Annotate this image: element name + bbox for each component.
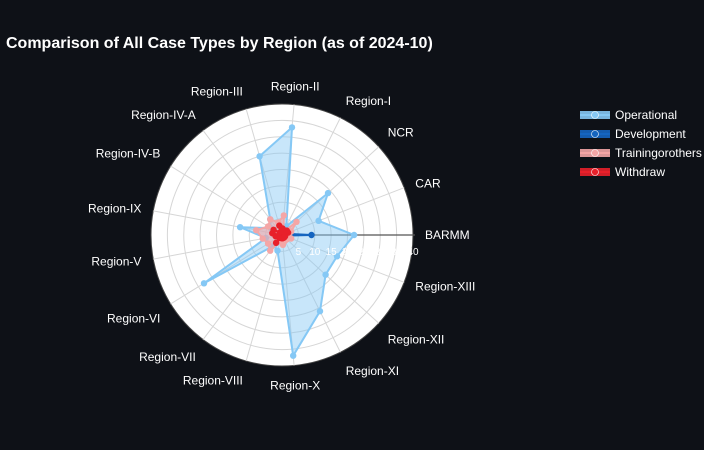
chart-title: Comparison of All Case Types by Region (…: [6, 35, 433, 52]
radial-tick-label: 5: [296, 247, 302, 258]
legend-item-operational[interactable]: Operational: [580, 108, 677, 122]
legend-label: Operational: [615, 108, 677, 122]
legend-marker: [591, 111, 599, 119]
category-label-region-x: Region-X: [270, 378, 320, 392]
data-point-withdraw-region-vii[interactable]: [272, 239, 280, 246]
category-label-region-ii: Region-II: [271, 80, 320, 94]
radar-spoke: [281, 117, 341, 236]
category-label-region-iii: Region-III: [191, 85, 243, 99]
data-point-trainingorothers-region-ix[interactable]: [253, 227, 260, 234]
data-point-operational-region-ii[interactable]: [288, 124, 296, 131]
category-label-region-viii: Region-VIII: [183, 374, 243, 388]
legend-item-trainingorothers[interactable]: Trainingorothers: [580, 146, 702, 160]
category-label-region-vi: Region-VI: [107, 311, 160, 325]
category-label-region-xii: Region-XII: [388, 332, 445, 346]
radial-tick-label: 10: [309, 247, 321, 258]
legend-marker: [591, 130, 599, 138]
data-point-operational-region-xii[interactable]: [322, 271, 329, 278]
legend-marker: [591, 168, 599, 176]
category-label-region-v: Region-V: [91, 254, 141, 268]
data-point-withdraw-region-xiii[interactable]: [281, 233, 289, 240]
category-label-region-xi: Region-XI: [346, 364, 399, 378]
data-point-withdraw-region-iii[interactable]: [276, 222, 283, 229]
series-withdraw: [269, 222, 292, 246]
category-label-region-ix: Region-IX: [88, 202, 141, 216]
data-point-operational-region-iii[interactable]: [256, 153, 263, 160]
category-label-car: CAR: [415, 176, 441, 190]
data-point-trainingorothers-ncr[interactable]: [293, 218, 300, 225]
radar-series: [200, 124, 358, 359]
data-point-operational-region-xi[interactable]: [316, 308, 324, 315]
radial-tick-label: 15: [326, 247, 338, 258]
category-label-barmm: BARMM: [425, 228, 470, 242]
data-point-trainingorothers-region-vii[interactable]: [267, 247, 274, 254]
category-label-region-vii: Region-VII: [139, 350, 196, 364]
data-point-operational-region-viii[interactable]: [274, 247, 281, 254]
radar-spoke: [281, 187, 405, 236]
data-point-operational-region-x[interactable]: [290, 352, 297, 359]
radar-spoke: [281, 234, 380, 324]
data-point-development-barmm[interactable]: [308, 231, 315, 239]
data-point-operational-barmm[interactable]: [350, 231, 358, 239]
legend-item-development[interactable]: Development: [580, 127, 686, 141]
radial-tick-label: 25: [358, 247, 370, 258]
legend-marker: [591, 149, 599, 157]
radar-spoke: [281, 234, 405, 283]
data-point-trainingorothers-region-iv-a[interactable]: [267, 216, 274, 223]
data-point-trainingorothers-region-ii[interactable]: [280, 212, 287, 219]
category-label-region-xiii: Region-XIII: [415, 280, 475, 294]
category-label-region-iv-a: Region-IV-A: [131, 108, 196, 122]
legend[interactable]: Operational Development Trainingorothers Wi…: [580, 108, 702, 179]
data-point-operational-ncr[interactable]: [324, 189, 332, 197]
data-point-operational-region-ix[interactable]: [236, 224, 244, 231]
legend-label: Development: [615, 127, 686, 141]
category-label-region-i: Region-I: [346, 94, 391, 108]
radial-tick-label: 20: [342, 247, 354, 258]
category-label-region-iv-b: Region-IV-B: [96, 147, 161, 161]
data-point-operational-region-xiii[interactable]: [333, 253, 341, 260]
radar-spoke: [245, 108, 283, 236]
data-point-operational-region-vi[interactable]: [200, 280, 208, 287]
data-point-trainingorothers-region-xiii[interactable]: [288, 235, 295, 242]
data-point-trainingorothers-region-iv-b[interactable]: [264, 223, 272, 230]
legend-item-withdraw[interactable]: Withdraw: [580, 165, 665, 179]
radial-tick-label: 35: [391, 247, 403, 258]
radar-spoke: [245, 234, 283, 362]
radial-tick-label: 40: [407, 247, 419, 258]
radial-tick-label: 30: [375, 247, 387, 258]
legend-label: Withdraw: [615, 165, 665, 179]
data-point-operational-car[interactable]: [315, 217, 322, 224]
radar-spoke: [170, 234, 283, 305]
radar-spoke: [170, 165, 283, 236]
radar-spoke: [281, 234, 341, 353]
category-label-ncr: NCR: [388, 126, 414, 140]
data-point-trainingorothers-region-v[interactable]: [259, 235, 266, 242]
legend-label: Trainingorothers: [615, 146, 702, 160]
data-point-trainingorothers-region-vi[interactable]: [264, 240, 272, 247]
radar-labels: 5 10 15 20 25 30 35 40 BARMM CAR NCR Region-I Region…: [88, 80, 475, 393]
